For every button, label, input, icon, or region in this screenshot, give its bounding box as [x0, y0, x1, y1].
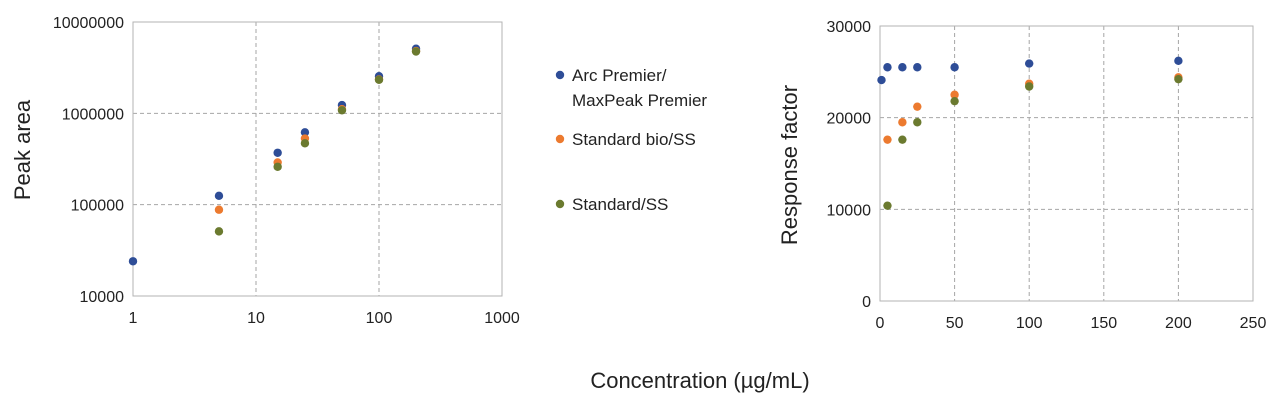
data-point-std	[300, 139, 310, 148]
data-point-arc	[300, 128, 310, 137]
data-point-std	[950, 96, 959, 106]
legend-label: MaxPeak Premier	[572, 91, 707, 110]
x-tick-label: 50	[946, 315, 964, 332]
x-tick-label: 10	[247, 310, 265, 327]
legend-marker-bio	[555, 134, 565, 144]
legend-marker-std	[555, 199, 565, 209]
data-point-bio	[898, 118, 907, 127]
data-point-std	[1174, 74, 1183, 84]
legend: Arc Premier/MaxPeak Premier Standard bio/…	[555, 66, 707, 214]
y-tick-label: 10000	[80, 289, 125, 306]
data-point-std	[1025, 82, 1034, 91]
data-point-bio	[913, 102, 922, 111]
data-point-arc	[913, 63, 922, 72]
y-axis-title: Response factor	[777, 85, 802, 245]
y-tick-label: 20000	[827, 111, 872, 128]
data-point-std	[273, 162, 282, 171]
data-point-std	[898, 135, 907, 144]
common-x-axis-title: Concentration (µg/mL)	[590, 368, 809, 393]
data-point-std	[883, 201, 892, 210]
y-tick-label: 100000	[71, 198, 124, 215]
x-tick-label: 200	[1165, 315, 1192, 332]
x-tick-label: 150	[1090, 315, 1117, 332]
y-tick-label: 10000000	[53, 15, 124, 32]
data-point-arc	[950, 63, 959, 72]
plot-frame	[132, 21, 503, 297]
data-point-arc	[898, 63, 907, 72]
data-point-bio	[950, 90, 959, 99]
legend-label: Standard/SS	[572, 195, 668, 214]
legend-label: Standard bio/SS	[572, 130, 696, 149]
x-tick-label: 1000	[484, 310, 520, 327]
x-tick-label: 0	[876, 315, 885, 332]
y-axis-title: Peak area	[10, 99, 35, 200]
data-point-arc	[214, 191, 224, 201]
data-point-arc	[273, 148, 282, 157]
data-point-std	[214, 227, 224, 236]
legend-label: Arc Premier/	[572, 66, 667, 85]
x-tick-label: 250	[1240, 315, 1267, 332]
data-point-std	[913, 118, 922, 127]
x-tick-label: 1	[129, 310, 138, 327]
data-point-bio	[214, 205, 224, 214]
data-point-std	[337, 106, 347, 115]
data-point-arc	[1174, 56, 1183, 66]
peak-area-chart: 1 10 100 1000 10000 100000 1000000 10000000 Peak…	[10, 15, 520, 327]
y-tick-label: 10000	[827, 202, 872, 219]
x-tick-label: 100	[366, 310, 393, 327]
data-point-arc	[128, 257, 138, 266]
x-tick-label: 100	[1016, 315, 1043, 332]
legend-marker-arc	[555, 70, 565, 80]
data-point-arc	[1025, 59, 1034, 68]
data-point-arc	[883, 63, 892, 72]
y-tick-label: 0	[862, 294, 871, 311]
data-point-std	[374, 75, 384, 84]
data-point-std	[411, 47, 421, 56]
data-point-arc	[877, 75, 886, 85]
data-point-bio	[883, 135, 892, 144]
response-factor-chart: 0 50 100 150 200 250 0 10000 20000 30000 Response …	[777, 19, 1266, 332]
y-tick-label: 30000	[827, 19, 872, 36]
plot-frame	[879, 25, 1254, 302]
y-tick-label: 1000000	[62, 106, 124, 123]
